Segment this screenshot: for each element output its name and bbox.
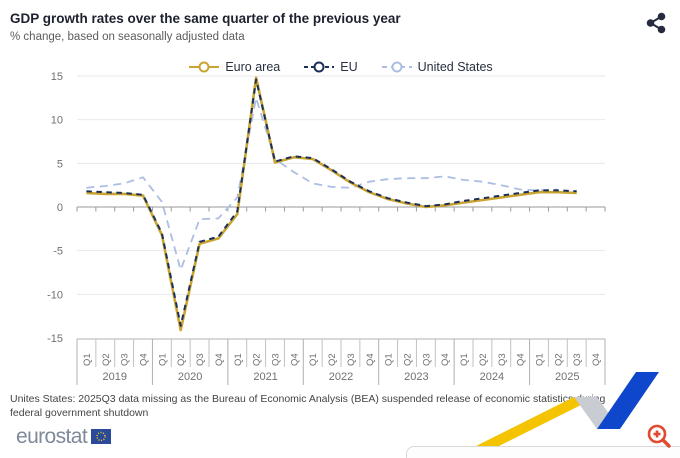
footnote: Unites States: 2025Q3 data missing as th… <box>10 393 606 419</box>
eu-line-marker-icon <box>304 61 335 73</box>
svg-text:Q1: Q1 <box>82 353 93 366</box>
svg-text:Q2: Q2 <box>176 353 187 366</box>
svg-text:Q3: Q3 <box>572 353 583 366</box>
svg-text:Q2: Q2 <box>553 353 564 366</box>
svg-text:15: 15 <box>51 71 63 83</box>
svg-text:2023: 2023 <box>404 371 428 383</box>
svg-text:Q1: Q1 <box>459 353 470 366</box>
chart-subtitle: % change, based on seasonally adjusted d… <box>10 31 245 43</box>
zoom-button[interactable] <box>644 421 674 451</box>
legend-label: Euro area <box>225 60 281 74</box>
overlay-card <box>406 446 680 458</box>
share-icon <box>646 12 666 34</box>
share-button[interactable] <box>644 11 668 35</box>
svg-text:Q1: Q1 <box>308 353 319 366</box>
legend-item-euro-area[interactable]: Euro area <box>189 60 280 74</box>
svg-text:Q4: Q4 <box>365 353 376 366</box>
page-title: GDP growth rates over the same quarter o… <box>10 11 401 26</box>
eurostat-logo-text: eurostat <box>16 425 88 448</box>
eurostat-logo: eurostat <box>16 425 112 448</box>
svg-text:Q3: Q3 <box>120 353 131 366</box>
svg-text:Q3: Q3 <box>195 353 206 366</box>
svg-text:Q1: Q1 <box>157 353 168 366</box>
svg-text:-5: -5 <box>53 246 63 258</box>
svg-text:Q3: Q3 <box>346 353 357 366</box>
svg-text:Q4: Q4 <box>139 353 150 366</box>
legend-item-eu[interactable]: EU <box>304 60 358 74</box>
svg-text:2022: 2022 <box>329 371 353 383</box>
united-states-line-marker-icon <box>381 61 412 73</box>
svg-text:2025: 2025 <box>555 371 579 383</box>
svg-text:Q4: Q4 <box>289 353 300 366</box>
svg-text:0: 0 <box>57 202 63 214</box>
svg-text:Q4: Q4 <box>440 353 451 366</box>
svg-text:Q3: Q3 <box>497 353 508 366</box>
svg-text:Q1: Q1 <box>233 353 244 366</box>
svg-text:Q4: Q4 <box>214 353 225 366</box>
svg-text:Q4: Q4 <box>516 353 527 366</box>
svg-text:-15: -15 <box>47 333 63 345</box>
svg-text:Q3: Q3 <box>421 353 432 366</box>
eu-flag-icon <box>91 429 112 444</box>
legend-label: EU <box>340 60 358 74</box>
svg-text:Q4: Q4 <box>591 353 602 366</box>
svg-text:5: 5 <box>57 158 63 170</box>
svg-text:Q2: Q2 <box>101 353 112 366</box>
chart-legend: Euro area EU United States <box>77 59 605 75</box>
svg-text:Q2: Q2 <box>403 353 414 366</box>
svg-text:Q1: Q1 <box>535 353 546 366</box>
gdp-line-chart[interactable]: 15 10 5 0 -5 -10 -15 Q1 Q2 Q3 Q4 Q1 Q2 Q3 Q4 Q1 Q2 Q3 Q4 Q1… <box>0 55 680 395</box>
svg-text:Q3: Q3 <box>271 353 282 366</box>
svg-text:Q2: Q2 <box>327 353 338 366</box>
magnifier-plus-icon <box>647 424 671 448</box>
svg-text:2019: 2019 <box>102 371 126 383</box>
svg-text:2021: 2021 <box>253 371 277 383</box>
svg-text:Q2: Q2 <box>252 353 263 366</box>
svg-text:2024: 2024 <box>480 371 504 383</box>
svg-text:Q2: Q2 <box>478 353 489 366</box>
svg-text:2020: 2020 <box>178 371 202 383</box>
legend-item-united-states[interactable]: United States <box>381 60 493 74</box>
euro-area-line-marker-icon <box>189 61 220 73</box>
svg-text:Q1: Q1 <box>384 353 395 366</box>
svg-text:10: 10 <box>51 115 63 127</box>
legend-label: United States <box>417 60 493 74</box>
svg-text:-10: -10 <box>47 289 63 301</box>
